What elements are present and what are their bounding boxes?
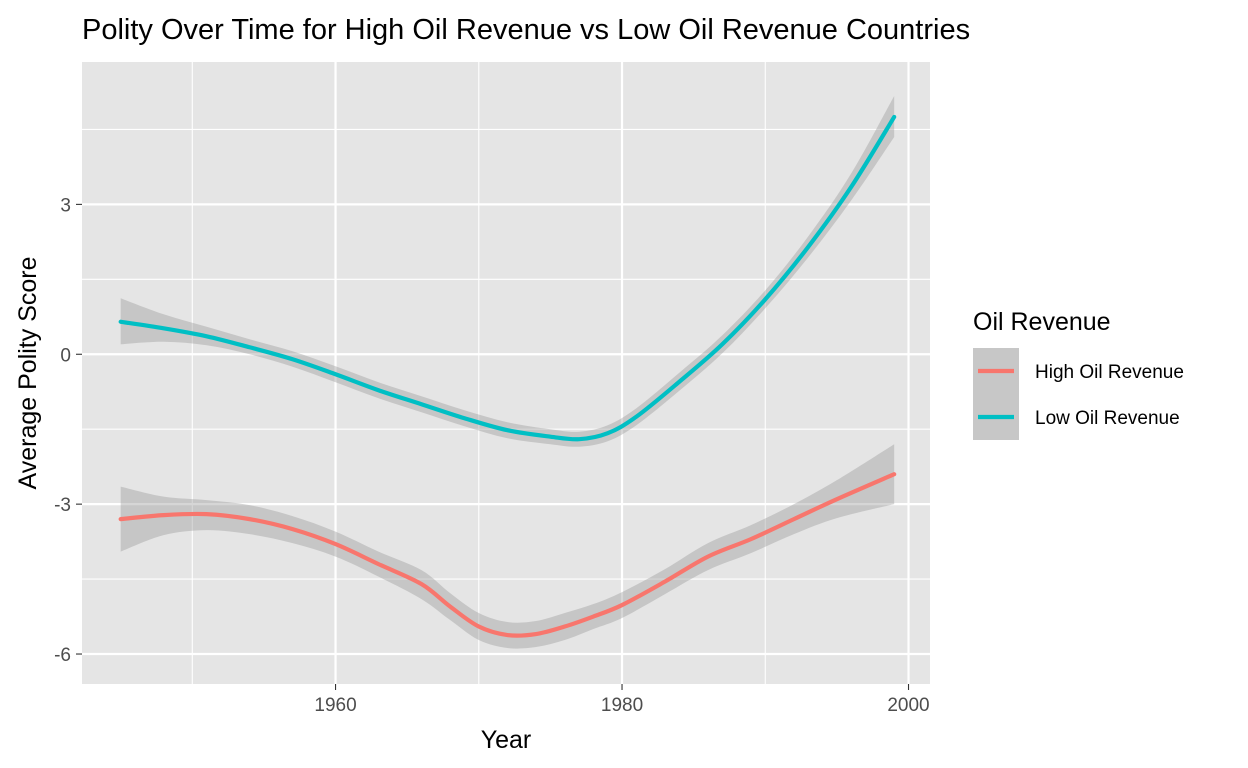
x-tick-label: 1980 <box>601 695 643 716</box>
legend-key-low-oil <box>973 394 1019 440</box>
confidence-band-high-oil <box>120 444 895 649</box>
legend-label-low-oil: Low Oil Revenue <box>1035 408 1180 429</box>
legend-key-high-oil <box>973 348 1019 394</box>
legend-label-high-oil: High Oil Revenue <box>1035 362 1184 383</box>
chart-title: Polity Over Time for High Oil Revenue vs… <box>82 14 970 46</box>
y-tick-label: 0 <box>60 345 71 366</box>
confidence-band-low-oil <box>120 95 895 447</box>
plot-panel <box>82 62 930 684</box>
series-lines <box>118 114 897 638</box>
y-tick-label: -6 <box>54 645 71 666</box>
confidence-bands <box>120 95 895 649</box>
axis-ticks <box>76 203 910 690</box>
x-axis-title: Year <box>481 726 532 754</box>
y-tick-label: 3 <box>60 195 71 216</box>
x-tick-label: 2000 <box>887 695 929 716</box>
major-grid <box>82 62 930 684</box>
legend: Oil Revenue High Oil Revenue Low Oil Reve… <box>973 308 1184 440</box>
series-line-high-oil <box>118 472 897 638</box>
legend-title: Oil Revenue <box>973 308 1111 336</box>
y-tick-label: -3 <box>54 495 71 516</box>
y-axis-title: Average Polity Score <box>14 257 42 490</box>
x-tick-label: 1960 <box>314 695 356 716</box>
series-line-low-oil <box>118 114 897 442</box>
tick-labels: 1960 1980 2000 -6 -3 0 3 <box>54 195 930 716</box>
